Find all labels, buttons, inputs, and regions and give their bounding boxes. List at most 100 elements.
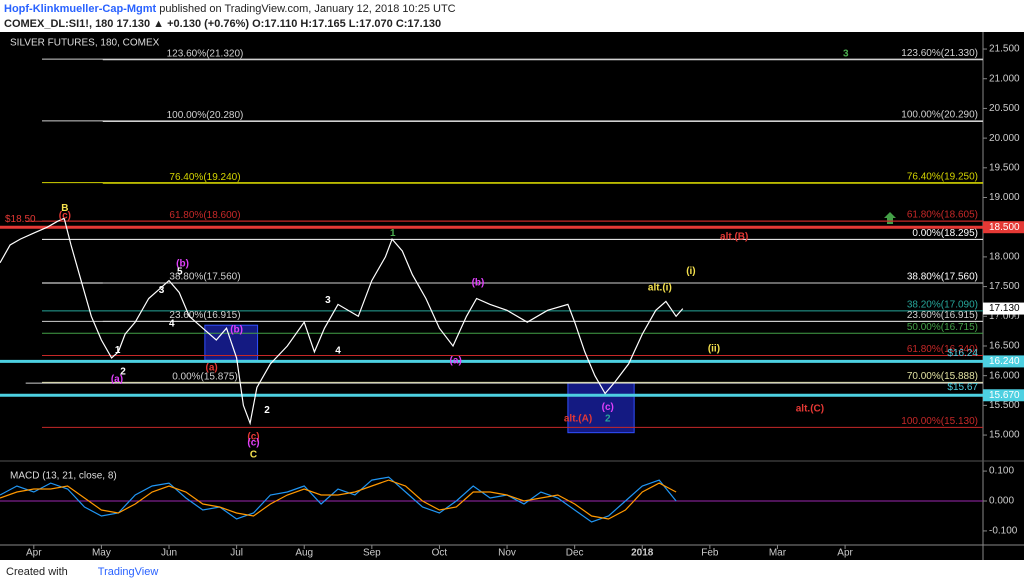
wave-label: (c) bbox=[247, 437, 259, 448]
wave-label: 2 bbox=[605, 414, 611, 425]
author: Hopf-Klinkmueller-Cap-Mgmt bbox=[4, 3, 157, 15]
macd-line bbox=[0, 476, 677, 523]
fib-label: 100.00%(15.130) bbox=[901, 416, 978, 427]
y-tick-label: 15.000 bbox=[989, 430, 1020, 441]
wave-label: (ii) bbox=[708, 344, 720, 355]
wave-label: 2 bbox=[120, 367, 126, 378]
fib-label: 100.00%(20.280) bbox=[167, 110, 244, 121]
countdown: 34:49 bbox=[993, 316, 1018, 327]
y-tick-label: 20.000 bbox=[989, 133, 1020, 144]
last-label: 17.130 bbox=[989, 303, 1020, 314]
y-tick-label: 21.000 bbox=[989, 73, 1020, 84]
created: Created with bbox=[6, 566, 68, 578]
x-tick-label: Dec bbox=[566, 548, 584, 559]
y-tick-label: 21.500 bbox=[989, 44, 1020, 55]
y-tick-label: 16.500 bbox=[989, 341, 1020, 352]
y-tick-label: 20.500 bbox=[989, 103, 1020, 114]
wave-label: 4 bbox=[169, 319, 175, 330]
x-tick-label: Aug bbox=[295, 548, 313, 559]
price-line-series bbox=[0, 217, 684, 426]
zone bbox=[567, 382, 635, 434]
fib-label: 23.60%(16.915) bbox=[907, 310, 978, 321]
x-tick-label: Jul bbox=[230, 548, 243, 559]
wave-label: 3 bbox=[325, 295, 331, 306]
x-tick-label: Apr bbox=[26, 548, 42, 559]
y-tick-label: 17.500 bbox=[989, 281, 1020, 292]
price-line-label: $15.67 bbox=[947, 382, 978, 393]
fib-label: 0.00%(18.295) bbox=[912, 228, 978, 239]
background bbox=[0, 32, 1024, 560]
x-tick-label: May bbox=[92, 548, 111, 559]
macd-line bbox=[0, 479, 677, 520]
wave-label: (c) bbox=[247, 431, 259, 442]
y-tick-label: 18.000 bbox=[989, 252, 1020, 263]
wave-label: (b) bbox=[176, 259, 189, 270]
fib-label: 50.00%(16.715) bbox=[907, 322, 978, 333]
fib-label: 100.00%(20.290) bbox=[901, 110, 978, 121]
fib-label: 123.60%(21.320) bbox=[167, 48, 244, 59]
macd-title: MACD (13, 21, close, 8) bbox=[10, 471, 117, 482]
x-tick-label: Oct bbox=[432, 548, 448, 559]
wave-label: 3 bbox=[843, 48, 849, 59]
wave-label: alt.(C) bbox=[796, 404, 824, 415]
footer: Created with TradingView bbox=[6, 566, 158, 578]
price-line-label: $18.50 bbox=[5, 214, 36, 225]
y-tick-label: 19.500 bbox=[989, 162, 1020, 173]
wave-label: 2 bbox=[264, 405, 270, 416]
wave-label: C bbox=[250, 449, 257, 460]
wave-label: (b) bbox=[472, 278, 485, 289]
fib-label: 61.80%(18.605) bbox=[907, 210, 978, 221]
y-tick-label: 16.000 bbox=[989, 370, 1020, 381]
y-tick-label: 0.000 bbox=[989, 496, 1014, 507]
wave-label: alt.(B) bbox=[720, 231, 748, 242]
x-tick-label: 2018 bbox=[631, 548, 654, 559]
fib-label: 76.40%(19.250) bbox=[907, 171, 978, 182]
wave-label: 5 bbox=[177, 266, 183, 277]
chart: SILVER FUTURES, 180, COMEX MACD (13, 21,… bbox=[0, 32, 1024, 560]
wave-label: (c) bbox=[602, 402, 614, 413]
fib-label: 23.60%(16.915) bbox=[169, 310, 240, 321]
y-tick-label: 0.100 bbox=[989, 466, 1014, 477]
wave-label: 1 bbox=[115, 345, 121, 356]
fib-label: 38.80%(17.560) bbox=[907, 272, 978, 283]
axis-badge bbox=[983, 389, 1024, 402]
last-badge bbox=[983, 302, 1024, 315]
x-tick-label: Sep bbox=[363, 548, 381, 559]
wave-label: (a) bbox=[450, 355, 462, 366]
wave-label: (a) bbox=[205, 363, 217, 374]
y-tick-label: 19.000 bbox=[989, 192, 1020, 203]
wave-label: (b) bbox=[230, 325, 243, 336]
wave-label: 3 bbox=[159, 285, 165, 296]
y-tick-label: 15.500 bbox=[989, 400, 1020, 411]
header: Hopf-Klinkmueller-Cap-Mgmt published on … bbox=[4, 2, 456, 32]
wave-label: (a) bbox=[111, 374, 123, 385]
axis-badge bbox=[983, 355, 1024, 368]
axis-badge-label: 16.240 bbox=[989, 356, 1020, 367]
x-tick-label: Feb bbox=[701, 548, 719, 559]
wave-label: (i) bbox=[686, 266, 695, 277]
fib-label: 70.00%(15.888) bbox=[907, 371, 978, 382]
y-tick-label: -0.100 bbox=[989, 526, 1018, 537]
axis-badge bbox=[983, 221, 1024, 234]
x-tick-label: Mar bbox=[769, 548, 787, 559]
x-tick-label: Nov bbox=[498, 548, 516, 559]
chart-title: SILVER FUTURES, 180, COMEX bbox=[10, 38, 160, 49]
wave-label: B bbox=[61, 203, 68, 214]
published: published on TradingView.com, January 12… bbox=[159, 3, 456, 15]
wave-label: (c) bbox=[59, 211, 71, 222]
fib-label: 38.80%(17.560) bbox=[169, 272, 240, 283]
fib-label: 61.80%(18.600) bbox=[169, 210, 240, 221]
price-line-label: $16.24 bbox=[947, 348, 978, 359]
fib-label: 76.40%(19.240) bbox=[169, 172, 240, 183]
axis-badge-label: 15.670 bbox=[989, 390, 1020, 401]
fib-label: 123.60%(21.330) bbox=[901, 48, 978, 59]
brand: TradingView bbox=[97, 566, 159, 578]
fib-label: 61.80%(16.340) bbox=[907, 344, 978, 355]
wave-label: alt.(i) bbox=[648, 282, 672, 293]
symbol-line: COMEX_DL:SI1!, 180 17.130 ▲ +0.130 (+0.7… bbox=[4, 18, 442, 30]
x-tick-label: Jun bbox=[161, 548, 177, 559]
axis-badge-label: 18.500 bbox=[989, 222, 1020, 233]
fib-label: 0.00%(15.875) bbox=[172, 372, 238, 383]
x-tick-label: Apr bbox=[837, 548, 853, 559]
